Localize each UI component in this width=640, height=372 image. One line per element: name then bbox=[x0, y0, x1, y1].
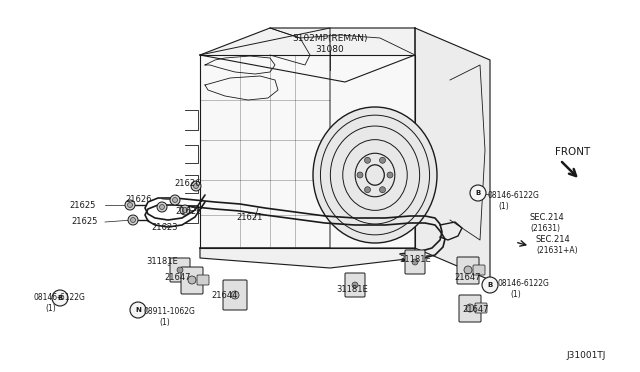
Circle shape bbox=[131, 218, 136, 222]
Text: (1): (1) bbox=[498, 202, 509, 212]
Text: N: N bbox=[135, 307, 141, 313]
Ellipse shape bbox=[313, 107, 437, 243]
Text: 08146-6122G: 08146-6122G bbox=[33, 294, 85, 302]
Circle shape bbox=[193, 183, 198, 189]
Text: 21626: 21626 bbox=[175, 179, 201, 187]
Circle shape bbox=[365, 157, 371, 163]
Text: (1): (1) bbox=[510, 291, 521, 299]
Circle shape bbox=[412, 259, 418, 265]
Text: (1): (1) bbox=[45, 305, 56, 314]
Text: SEC.214: SEC.214 bbox=[536, 235, 571, 244]
Polygon shape bbox=[200, 28, 415, 82]
Circle shape bbox=[170, 195, 180, 205]
Circle shape bbox=[128, 215, 138, 225]
Text: 21647: 21647 bbox=[463, 305, 489, 314]
Text: FRONT: FRONT bbox=[555, 147, 590, 157]
Polygon shape bbox=[200, 55, 415, 248]
Text: B: B bbox=[488, 282, 493, 288]
Text: 3102MP(REMAN): 3102MP(REMAN) bbox=[292, 33, 368, 42]
Circle shape bbox=[191, 181, 201, 191]
Text: 08146-6122G: 08146-6122G bbox=[487, 192, 539, 201]
Text: 31181E: 31181E bbox=[146, 257, 178, 266]
Circle shape bbox=[387, 172, 393, 178]
Circle shape bbox=[482, 277, 498, 293]
Circle shape bbox=[182, 208, 188, 212]
Circle shape bbox=[365, 187, 371, 193]
Text: 21623: 21623 bbox=[152, 222, 179, 231]
Text: 21647: 21647 bbox=[164, 273, 191, 282]
Circle shape bbox=[352, 282, 358, 288]
Circle shape bbox=[130, 302, 146, 318]
Circle shape bbox=[380, 157, 385, 163]
Circle shape bbox=[464, 266, 472, 274]
FancyBboxPatch shape bbox=[475, 303, 487, 313]
Text: 08911-1062G: 08911-1062G bbox=[143, 308, 195, 317]
Circle shape bbox=[177, 267, 183, 273]
FancyBboxPatch shape bbox=[473, 265, 485, 275]
Text: B: B bbox=[476, 190, 481, 196]
Text: 21625: 21625 bbox=[70, 201, 96, 209]
FancyBboxPatch shape bbox=[197, 275, 209, 285]
Text: (21631+A): (21631+A) bbox=[536, 246, 578, 254]
Text: 21621: 21621 bbox=[237, 214, 263, 222]
Circle shape bbox=[380, 187, 385, 193]
Circle shape bbox=[127, 202, 132, 208]
Text: 21626: 21626 bbox=[125, 195, 152, 203]
FancyBboxPatch shape bbox=[345, 273, 365, 297]
Circle shape bbox=[231, 291, 239, 299]
Text: 31080: 31080 bbox=[316, 45, 344, 55]
Circle shape bbox=[159, 205, 164, 209]
Text: SEC.214: SEC.214 bbox=[530, 214, 564, 222]
Text: 31181E: 31181E bbox=[336, 285, 368, 295]
Circle shape bbox=[52, 290, 68, 306]
FancyBboxPatch shape bbox=[405, 250, 425, 274]
Polygon shape bbox=[415, 28, 490, 280]
Text: (1): (1) bbox=[159, 318, 170, 327]
Text: 21644: 21644 bbox=[212, 291, 238, 299]
FancyBboxPatch shape bbox=[459, 295, 481, 322]
Circle shape bbox=[180, 205, 190, 215]
Circle shape bbox=[466, 304, 474, 312]
Text: (21631): (21631) bbox=[530, 224, 560, 232]
Circle shape bbox=[157, 202, 167, 212]
FancyBboxPatch shape bbox=[457, 257, 479, 284]
Text: B: B bbox=[58, 295, 63, 301]
Text: J31001TJ: J31001TJ bbox=[566, 350, 606, 359]
Circle shape bbox=[188, 276, 196, 284]
Circle shape bbox=[357, 172, 363, 178]
FancyBboxPatch shape bbox=[181, 267, 203, 294]
FancyBboxPatch shape bbox=[223, 280, 247, 310]
Circle shape bbox=[125, 200, 135, 210]
Text: 08146-6122G: 08146-6122G bbox=[497, 279, 549, 289]
FancyBboxPatch shape bbox=[170, 258, 190, 282]
Polygon shape bbox=[200, 248, 415, 268]
Circle shape bbox=[173, 198, 177, 202]
Text: 21647: 21647 bbox=[455, 273, 481, 282]
Circle shape bbox=[470, 185, 486, 201]
Text: 31181E: 31181E bbox=[399, 256, 431, 264]
Text: 21626: 21626 bbox=[176, 208, 202, 217]
Text: 21625: 21625 bbox=[72, 218, 98, 227]
